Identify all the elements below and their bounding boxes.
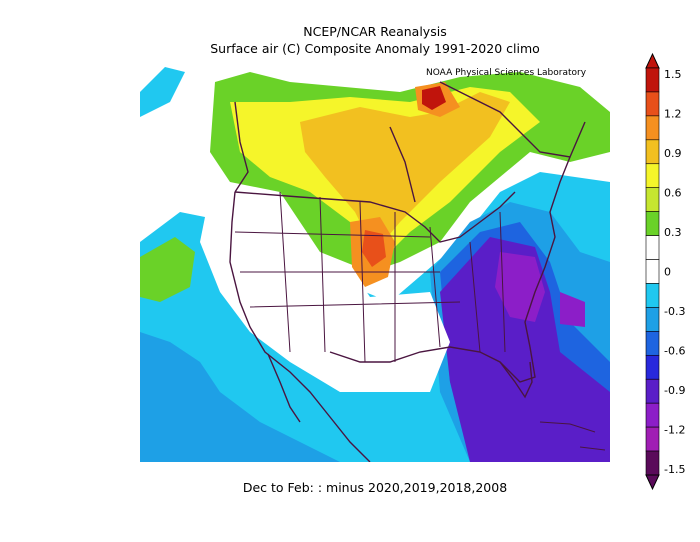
magenta-core xyxy=(495,252,545,322)
colorbar-tick-label: -1.5 xyxy=(664,463,685,476)
colorbar: 1.5 1.2 0.9 0.6 0.3 0 -0.3 -0.6 -0.9 -1.2 -1.5 xyxy=(645,52,685,491)
colorbar-tick-label: 0.3 xyxy=(664,226,682,239)
colorbar-segment xyxy=(645,354,660,380)
colorbar-segment xyxy=(645,67,660,93)
northern-coast xyxy=(234,81,586,203)
green-west xyxy=(140,237,195,302)
colorbar-segment xyxy=(645,211,660,236)
colorbar-segment xyxy=(645,259,660,284)
florida xyxy=(499,361,533,399)
colorbar-arrow-up xyxy=(645,52,660,69)
boundaries-layer xyxy=(229,81,606,462)
colorbar-segment xyxy=(645,378,660,404)
colorbar-segment xyxy=(645,139,660,165)
colorbar-segment xyxy=(645,163,660,189)
red-center xyxy=(362,230,386,267)
map-subtitle: Surface air (C) Composite Anomaly 1991-2… xyxy=(210,41,540,56)
colorbar-segment xyxy=(645,307,660,332)
gold-region xyxy=(300,92,510,252)
baja-california xyxy=(267,353,301,423)
east-coast xyxy=(524,156,571,348)
colorbar-tick-label: 1.2 xyxy=(664,108,682,121)
colorbar-segment xyxy=(645,331,660,356)
magenta-south xyxy=(560,292,585,327)
colorbar-segment xyxy=(645,426,660,452)
colorbar-tick-label: 0 xyxy=(664,266,671,279)
map-title: NCEP/NCAR Reanalysis xyxy=(303,24,447,39)
colorbar-tick-label: -0.6 xyxy=(664,345,685,358)
cyan-top-left xyxy=(140,67,185,117)
caribbean xyxy=(539,421,606,451)
colorbar-segment xyxy=(645,283,660,308)
colorbar-segment xyxy=(645,91,660,117)
state-lines xyxy=(234,191,506,363)
colorbar-tick-label: 0.6 xyxy=(664,187,682,200)
colorbar-tick-label: 1.5 xyxy=(664,68,682,81)
gulf-coast xyxy=(329,346,536,383)
red-north xyxy=(422,86,446,110)
anomaly-fill-layer xyxy=(140,67,610,462)
colorbar-segment xyxy=(645,450,660,476)
colorbar-tick-label: -0.3 xyxy=(664,305,685,318)
colorbar-segment xyxy=(645,115,660,141)
white-band xyxy=(200,182,450,392)
purple-region xyxy=(440,237,610,462)
date-range-label: Dec to Feb: : minus 2020,2019,2018,2008 xyxy=(242,480,508,495)
colorbar-arrow-down xyxy=(645,474,660,491)
colorbar-segment xyxy=(645,235,660,260)
colorbar-tick-label: -1.2 xyxy=(664,424,685,437)
colorbar-segment xyxy=(645,187,660,212)
colorbar-tick-label: -0.9 xyxy=(664,384,685,397)
credit-label: NOAA Physical Sciences Laboratory xyxy=(426,68,587,78)
anomaly-map: NOAA Physical Sciences Laboratory xyxy=(140,67,610,462)
colorbar-segment xyxy=(645,402,660,428)
west-coast xyxy=(229,191,371,462)
colorbar-tick-label: 0.9 xyxy=(664,147,682,160)
us-canada-border xyxy=(234,191,516,243)
blue-region xyxy=(140,332,340,462)
